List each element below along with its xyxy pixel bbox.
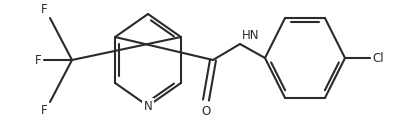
Text: F: F	[41, 3, 48, 16]
Text: O: O	[201, 105, 211, 118]
Text: N: N	[144, 99, 152, 113]
Text: HN: HN	[242, 29, 259, 42]
Text: F: F	[34, 53, 41, 67]
Text: Cl: Cl	[372, 52, 384, 64]
Text: F: F	[41, 104, 48, 117]
